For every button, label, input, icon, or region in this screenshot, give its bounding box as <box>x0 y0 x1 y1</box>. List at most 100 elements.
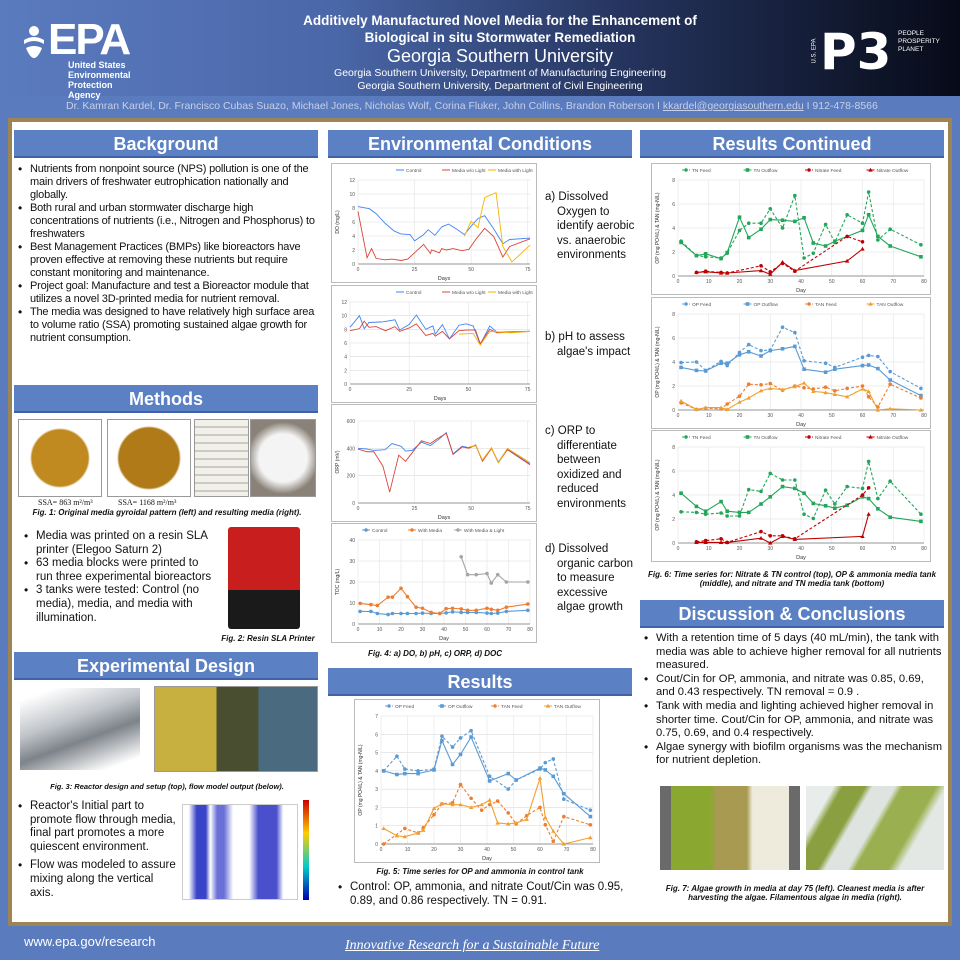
series-tan-outflow <box>678 380 924 412</box>
data-point <box>495 608 500 613</box>
do-label: a) Dissolved Oxygen to identify aerobic … <box>545 191 635 261</box>
list-item: Cout/Cin for OP, ammonia, and nitrate wa… <box>642 673 944 700</box>
data-point <box>833 239 837 243</box>
data-point <box>538 805 542 810</box>
data-point <box>538 766 542 770</box>
data-point <box>458 752 463 757</box>
x-tick-label: 10 <box>706 279 712 285</box>
email-link[interactable]: kkardel@georgiasouthern.edu <box>662 100 804 112</box>
y-tick-label: 8 <box>672 312 675 318</box>
data-point <box>465 572 470 577</box>
series-line <box>357 432 531 493</box>
data-point <box>458 736 463 740</box>
experimental-bullets: Reactor's Initial part to promote flow t… <box>16 800 178 900</box>
y-tick-label: 6 <box>672 469 675 475</box>
ssa-label: SSA= 863 m²/m³ <box>38 498 93 507</box>
data-point <box>526 602 530 606</box>
x-tick-label: 80 <box>590 847 596 853</box>
y-tick-label: 6 <box>672 336 675 342</box>
sla-printer-photo <box>228 527 300 629</box>
x-tick-label: 10 <box>405 847 411 853</box>
data-point <box>375 611 380 616</box>
y-tick-label: 7 <box>375 714 378 720</box>
x-tick-label: 20 <box>737 546 743 552</box>
y-tick-label: 8 <box>344 327 347 333</box>
flow-colorbar <box>303 800 309 900</box>
data-point <box>768 471 773 476</box>
data-point <box>780 534 785 538</box>
data-point <box>543 823 548 827</box>
data-point <box>746 235 751 240</box>
data-point <box>504 580 509 584</box>
background-bullets: Nutrients from nonpoint source (NPS) pol… <box>16 163 319 345</box>
data-point <box>489 607 494 612</box>
data-point <box>485 611 489 615</box>
data-point <box>719 537 723 541</box>
data-point <box>369 602 373 607</box>
data-point <box>919 386 923 391</box>
data-point <box>725 361 729 365</box>
data-point <box>866 389 871 393</box>
y-tick-label: 0 <box>375 842 378 848</box>
series-line <box>357 211 531 261</box>
y-tick-label: 8 <box>352 206 355 212</box>
data-point <box>792 384 798 389</box>
x-axis-label: Day <box>482 856 492 862</box>
data-point <box>875 407 881 412</box>
series-op-feed <box>679 325 923 391</box>
data-point <box>444 611 448 615</box>
data-point <box>888 382 892 386</box>
x-tick-label: 80 <box>527 627 533 633</box>
data-point <box>725 402 729 406</box>
doc-chart: 0 10 20 30 40 0 10 20 30 40 50 60 70 80 Day TOC (mg/L) C… <box>331 523 537 643</box>
data-point <box>369 609 373 614</box>
data-point <box>807 302 811 306</box>
footer-url-link[interactable]: www.epa.gov/research <box>24 934 156 949</box>
data-point <box>919 512 923 516</box>
data-point <box>737 400 742 404</box>
data-point <box>506 787 510 791</box>
data-point <box>474 608 479 613</box>
x-tick-label: 70 <box>890 279 896 285</box>
series-control <box>349 314 531 346</box>
data-point <box>458 802 463 807</box>
x-tick-label: 0 <box>677 546 680 552</box>
x-tick-label: 30 <box>767 279 773 285</box>
data-point <box>793 219 797 224</box>
series-media-w-o-light <box>357 211 531 261</box>
y-tick-label: 4 <box>672 226 675 232</box>
data-point <box>456 528 460 532</box>
x-tick-label: 30 <box>767 546 773 552</box>
data-point <box>793 344 797 349</box>
data-point <box>811 501 816 506</box>
data-point <box>694 407 699 411</box>
results-heading: Results <box>328 668 632 696</box>
data-point <box>358 601 362 606</box>
data-point <box>479 802 484 807</box>
experimental-design-heading: Experimental Design <box>14 652 318 680</box>
y-tick-label: 4 <box>352 234 355 240</box>
list-item: Flow was modeled to assure mixing along … <box>16 859 178 900</box>
data-point <box>719 499 723 504</box>
data-point <box>746 395 751 400</box>
series-line <box>696 235 863 274</box>
data-point <box>405 611 410 616</box>
y-tick-label: 2 <box>672 517 675 523</box>
data-point <box>458 782 463 787</box>
data-point <box>888 515 892 519</box>
x-tick-label: 40 <box>798 279 804 285</box>
epa-subtitle: Environmental <box>68 70 131 80</box>
data-point <box>405 594 410 599</box>
x-tick-label: 70 <box>890 413 896 419</box>
data-point <box>866 496 871 501</box>
data-point <box>823 361 828 365</box>
y-tick-label: 0 <box>672 408 675 414</box>
results-continued-heading: Results Continued <box>640 130 944 158</box>
fig3-caption: Fig. 3: Reactor design and setup (top), … <box>50 782 284 791</box>
data-point <box>414 611 418 616</box>
data-point <box>551 829 556 833</box>
data-point <box>845 503 849 507</box>
series-control <box>357 206 531 245</box>
results-bullets: Control: OP, ammonia, and nitrate Cout/C… <box>336 881 632 908</box>
